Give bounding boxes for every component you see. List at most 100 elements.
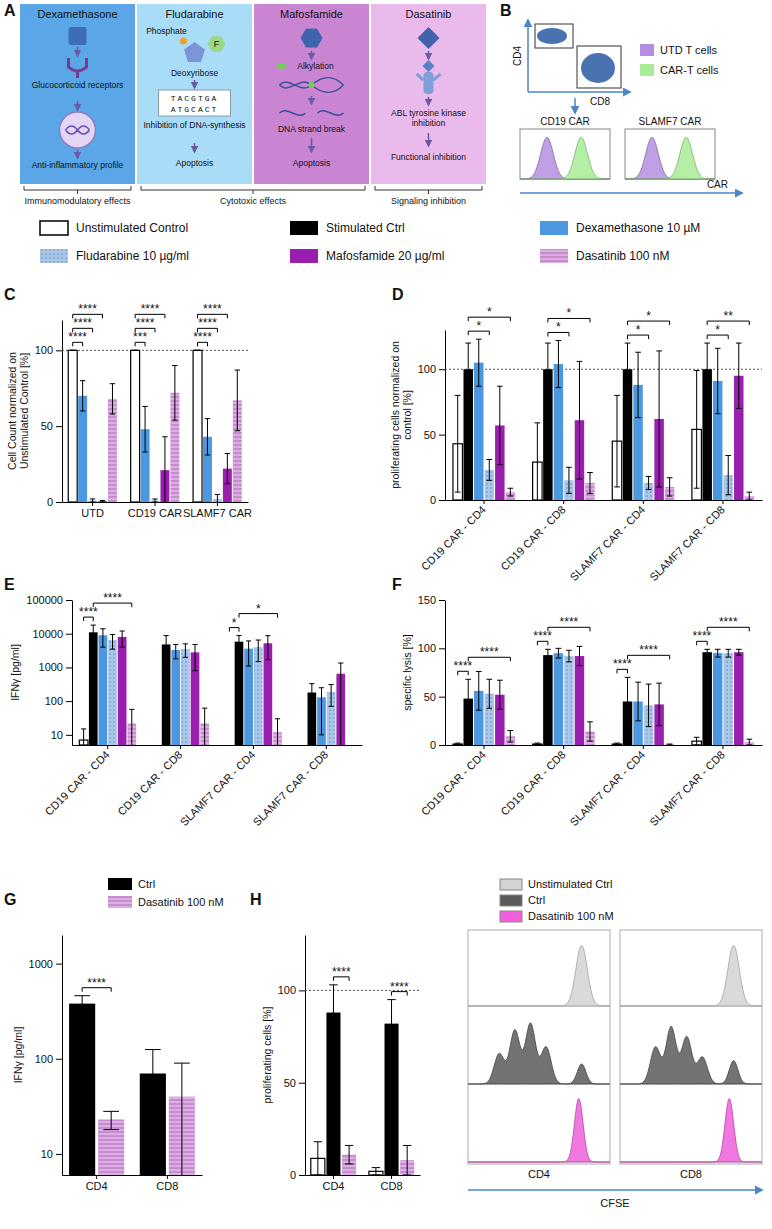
significance-label: **** xyxy=(560,615,579,629)
axis-title: CFSE xyxy=(600,1197,629,1209)
legend-label: Fludarabine 10 µg/ml xyxy=(76,249,189,263)
error-bar xyxy=(535,743,541,745)
y-axis-line xyxy=(445,601,446,746)
y-tick: 10 xyxy=(41,1148,62,1160)
drug-icon xyxy=(301,29,323,48)
x-tick: SLAMF7 CAR - CD8 xyxy=(251,745,331,828)
arrow xyxy=(77,150,79,158)
y-tick: 0 xyxy=(430,739,445,751)
x-axis: CD19 CAR - CD4CD19 CAR - CD8SLAMF7 CAR -… xyxy=(419,745,763,828)
error-bar xyxy=(667,478,673,496)
error-bar xyxy=(625,343,631,395)
reference-line xyxy=(445,369,762,370)
legend-swatch xyxy=(500,879,522,890)
legend-label: Unstimulated Control xyxy=(76,221,188,235)
histogram-frame xyxy=(468,930,610,1164)
y-tick-mark xyxy=(66,735,72,736)
box-label: Deoxyribose xyxy=(171,68,219,78)
y-tick-mark xyxy=(299,990,305,991)
y-tick-mark xyxy=(66,701,72,702)
error-bar xyxy=(195,350,200,351)
legend-swatch xyxy=(500,895,522,906)
box-label: Alkylation xyxy=(297,61,334,71)
y-axis-title: IFNγ [pg/ml] xyxy=(9,644,21,701)
legend-label: Mafosfamide 20 µg/ml xyxy=(326,249,444,263)
error-bar xyxy=(225,453,230,483)
mechanism-box xyxy=(371,4,486,184)
figure: ADexamethasoneGlucocorticoid receptorsAn… xyxy=(0,0,772,1229)
arrow xyxy=(574,98,576,113)
x-tick-mark xyxy=(484,745,485,749)
x-tick-mark xyxy=(563,745,564,749)
significance-label: * xyxy=(232,616,237,630)
nucleus-icon xyxy=(60,112,96,148)
error-bar xyxy=(725,649,731,657)
error-bar xyxy=(635,352,641,417)
arrow xyxy=(77,47,79,56)
legend-label: Ctrl xyxy=(138,878,155,890)
bar xyxy=(99,635,108,745)
x-tick-label: CD19 CAR - CD8 xyxy=(498,503,567,572)
x-tick: SLAMF7 CAR - CD8 xyxy=(647,500,727,583)
panel-letter: F xyxy=(392,576,402,593)
error-bar xyxy=(202,708,207,745)
x-tick-mark xyxy=(643,500,644,504)
y-tick-label: 100 xyxy=(418,642,436,654)
error-bar xyxy=(566,650,572,662)
phosphate-icon xyxy=(180,38,187,45)
y-tick: 50 xyxy=(424,429,445,441)
x-axis: CD4CD8 xyxy=(306,1175,421,1192)
x-tick-mark xyxy=(92,502,93,506)
arrow xyxy=(428,133,430,146)
y-tick: 100 xyxy=(45,695,72,707)
y-tick-mark xyxy=(439,435,445,436)
bar xyxy=(723,653,732,745)
significance-label: **** xyxy=(78,302,97,316)
axis-title: CD4 xyxy=(512,46,523,66)
gate xyxy=(577,46,621,88)
arrow xyxy=(311,138,313,152)
legend-label: UTD T cells xyxy=(660,44,718,56)
y-axis-title: proliferating cells [%] xyxy=(261,1006,273,1103)
error-bar xyxy=(476,339,482,386)
error-bar xyxy=(338,663,343,745)
reference-line xyxy=(62,350,248,351)
y-tick-label: 0 xyxy=(430,494,436,506)
sugar-icon xyxy=(184,42,205,62)
significance-label: **** xyxy=(103,591,122,605)
significance-label: **** xyxy=(693,629,712,643)
error-bar xyxy=(91,625,96,647)
axis-title: CD8 xyxy=(590,96,610,107)
bar xyxy=(543,655,552,745)
histogram-peak xyxy=(625,137,715,179)
error-bar xyxy=(162,437,167,502)
bar xyxy=(108,640,117,745)
chart: 101001000CD4CD8IFNγ [pg/ml]**** xyxy=(12,936,203,1192)
error-bar xyxy=(256,640,261,661)
error-bar xyxy=(508,731,514,743)
legend-label: Unstimulated Ctrl xyxy=(528,878,612,890)
significance-label: * xyxy=(715,323,720,337)
x-tick: CD19 CAR - CD8 xyxy=(115,745,184,818)
error-bar xyxy=(329,985,337,1040)
y-axis-line xyxy=(72,601,73,746)
error-bar xyxy=(704,343,710,395)
error-bar xyxy=(314,1142,322,1175)
box-label: Apoptosis xyxy=(293,158,330,168)
y-tick-mark xyxy=(56,964,62,965)
x-axis-line xyxy=(446,500,763,501)
legend-label: Ctrl xyxy=(528,894,545,906)
x-tick-mark xyxy=(217,502,218,506)
error-bar xyxy=(372,1168,380,1175)
plot-marks xyxy=(62,350,248,502)
x-tick: CD8 xyxy=(381,1175,403,1192)
y-tick-label: 150 xyxy=(418,594,436,606)
arrow xyxy=(194,143,196,152)
bar xyxy=(713,653,722,745)
x-tick-mark xyxy=(333,1175,334,1179)
legend-swatch xyxy=(40,221,68,235)
error-bar xyxy=(205,419,210,455)
error-bar xyxy=(215,494,220,502)
error-bar xyxy=(192,644,197,670)
x-tick-mark xyxy=(722,500,723,504)
